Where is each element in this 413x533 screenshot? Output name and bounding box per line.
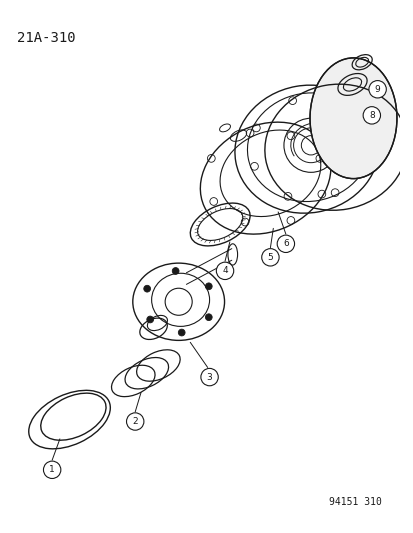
Circle shape	[261, 248, 278, 266]
Circle shape	[205, 283, 211, 289]
Text: 7: 7	[411, 208, 413, 217]
Text: 8: 8	[368, 111, 374, 120]
Text: 6: 6	[282, 239, 288, 248]
Text: 94151 310: 94151 310	[328, 497, 380, 506]
Text: 5: 5	[267, 253, 273, 262]
Circle shape	[205, 314, 211, 320]
Text: 9: 9	[374, 85, 380, 94]
Circle shape	[277, 235, 294, 253]
Text: 21A-310: 21A-310	[17, 31, 76, 45]
Circle shape	[43, 461, 61, 479]
Text: 1: 1	[49, 465, 55, 474]
Circle shape	[178, 329, 185, 336]
Circle shape	[200, 368, 218, 386]
Circle shape	[147, 316, 153, 323]
Circle shape	[362, 107, 380, 124]
Ellipse shape	[309, 58, 396, 179]
Circle shape	[126, 413, 144, 430]
Text: 3: 3	[206, 373, 212, 382]
Circle shape	[172, 268, 178, 274]
Text: 2: 2	[132, 417, 138, 426]
Circle shape	[143, 285, 150, 292]
Circle shape	[216, 262, 233, 279]
Text: 4: 4	[222, 266, 227, 276]
Circle shape	[368, 80, 385, 98]
Circle shape	[406, 204, 413, 222]
